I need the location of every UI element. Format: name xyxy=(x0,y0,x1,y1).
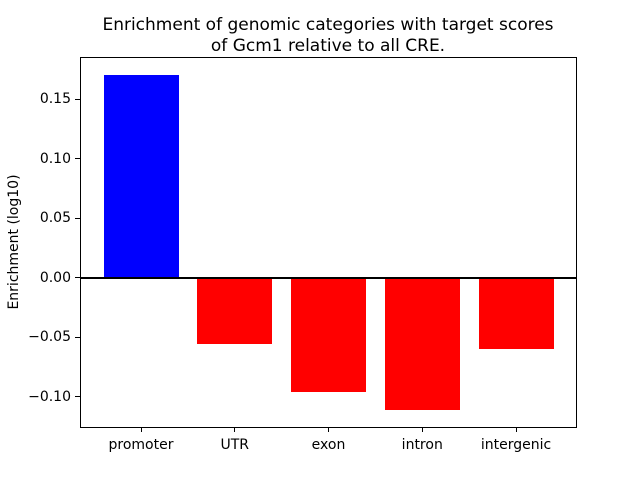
bar-intron xyxy=(384,277,460,410)
y-tick-label: 0.10 xyxy=(39,150,71,167)
bar-intergenic xyxy=(478,277,554,350)
zero-line xyxy=(81,276,576,279)
y-tick-label: −0.05 xyxy=(28,329,71,346)
bar-UTR xyxy=(197,277,273,345)
y-tick-mark xyxy=(75,98,80,100)
y-tick-label: 0.15 xyxy=(39,91,71,108)
y-tick-label: 0.00 xyxy=(39,269,71,286)
x-tick-mark xyxy=(140,427,142,432)
y-tick-mark xyxy=(75,396,80,398)
x-tick-label: promoter xyxy=(108,437,174,453)
plot-area: promoter UTR exon intron intergenic 0.15 0.10 0… xyxy=(28,57,577,453)
x-tick-label: exon xyxy=(311,437,346,453)
x-tick-mark xyxy=(234,427,236,432)
y-tick-label: −0.10 xyxy=(28,388,71,405)
x-tick-mark xyxy=(421,427,423,432)
x-tick-label: intron xyxy=(401,437,443,453)
y-tick-mark xyxy=(75,158,80,160)
y-tick-mark xyxy=(75,336,80,338)
x-tick-label: UTR xyxy=(220,437,250,453)
bar-promoter xyxy=(103,75,179,278)
x-tick-mark xyxy=(328,427,329,432)
x-tick-mark xyxy=(515,427,517,432)
chart-title: Enrichment of genomic categories with ta… xyxy=(102,15,554,56)
x-tick-label: intergenic xyxy=(480,437,552,453)
bar-exon xyxy=(291,277,366,392)
y-axis-label: Enrichment (log10) xyxy=(6,174,22,310)
y-tick-mark xyxy=(75,277,80,279)
y-tick-mark xyxy=(75,217,80,219)
y-tick-label: 0.05 xyxy=(39,210,71,227)
